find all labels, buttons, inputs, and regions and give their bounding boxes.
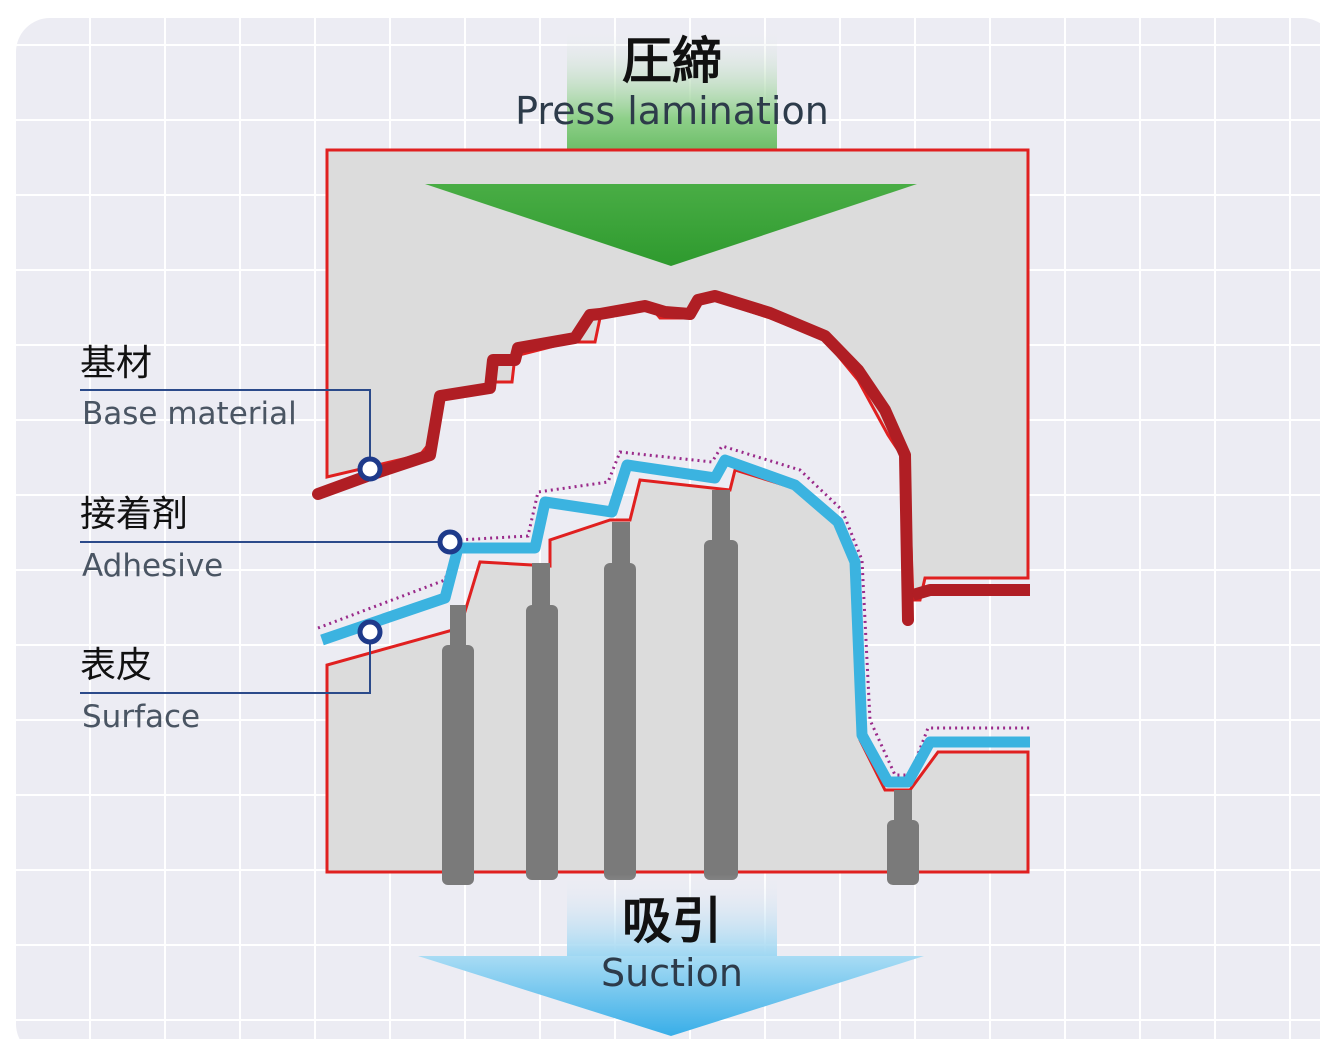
base-material-leader bbox=[80, 389, 371, 465]
suction-arrow-head bbox=[418, 956, 924, 1036]
press-arrow-head bbox=[425, 184, 917, 266]
adhesive-label-jp: 接着剤 bbox=[80, 494, 188, 535]
suction-pin bbox=[704, 540, 738, 880]
suction-pin bbox=[526, 605, 558, 880]
suction-title-en: Suction bbox=[601, 951, 743, 995]
suction-pins bbox=[442, 490, 919, 885]
leader-lines bbox=[80, 389, 440, 694]
surface-label-en: Surface bbox=[82, 699, 200, 735]
suction-title-jp: 吸引 bbox=[622, 892, 722, 950]
press-title-en: Press lamination bbox=[515, 89, 829, 133]
surface-leader bbox=[80, 643, 371, 694]
leader-markers bbox=[357, 456, 463, 645]
suction-pin bbox=[712, 490, 730, 550]
press-title-jp: 圧締 bbox=[622, 32, 722, 90]
base-material-marker bbox=[357, 456, 383, 482]
suction-arrow-shaft bbox=[567, 874, 777, 956]
suction-pin bbox=[604, 563, 636, 880]
suction-pin bbox=[894, 790, 912, 825]
adhesive-label-en: Adhesive bbox=[82, 548, 223, 584]
suction-pin bbox=[887, 820, 919, 885]
base-material-layer bbox=[312, 290, 914, 626]
adhesive-marker bbox=[437, 529, 463, 555]
base-material-layer-tail bbox=[911, 584, 1030, 601]
base-material-label-jp: 基材 bbox=[80, 343, 152, 384]
surface-marker bbox=[357, 619, 383, 645]
suction-pin bbox=[442, 645, 474, 885]
base-material-label-en: Base material bbox=[82, 396, 297, 432]
surface-layer bbox=[320, 454, 1030, 788]
surface-label-jp: 表皮 bbox=[80, 645, 152, 686]
